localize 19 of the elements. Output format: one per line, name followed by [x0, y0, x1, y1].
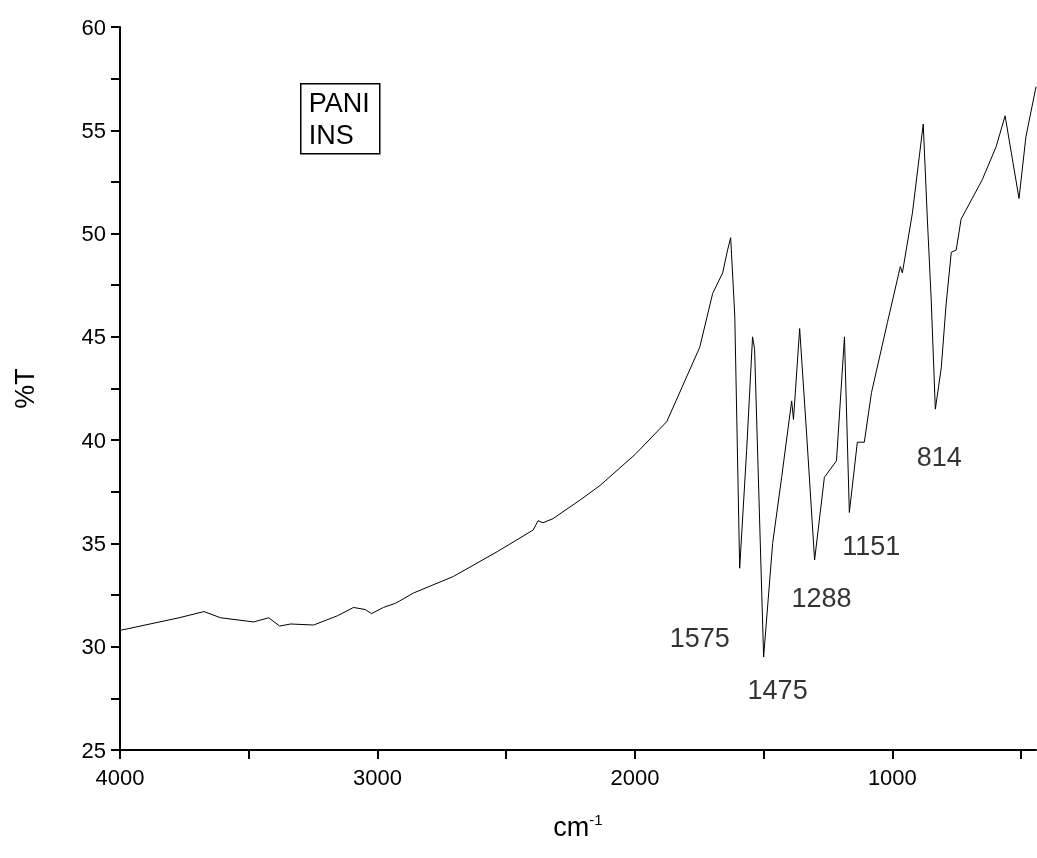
x-tick-label: 3000	[352, 764, 402, 790]
y-tick-label: 30	[81, 634, 106, 660]
y-axis-title: %T	[9, 368, 40, 409]
annotation: 1475	[747, 675, 808, 706]
x-tick-label: 2000	[610, 764, 660, 790]
y-tick-label: 60	[81, 14, 106, 40]
annotation: 814	[916, 442, 962, 473]
annotation: PANI INS	[308, 87, 370, 150]
x-tick-label: 1000	[867, 764, 917, 790]
y-tick-label: 50	[81, 221, 106, 247]
annotation: 1151	[842, 531, 901, 562]
y-tick-label: 25	[81, 737, 106, 763]
y-tick-label: 40	[81, 427, 106, 453]
x-tick-label: 4000	[95, 764, 145, 790]
y-tick-label: 55	[81, 117, 106, 143]
annotation: 1288	[791, 582, 852, 613]
y-tick-label: 45	[81, 324, 106, 350]
annotation: 1575	[669, 623, 730, 654]
y-tick-label: 35	[81, 530, 106, 556]
